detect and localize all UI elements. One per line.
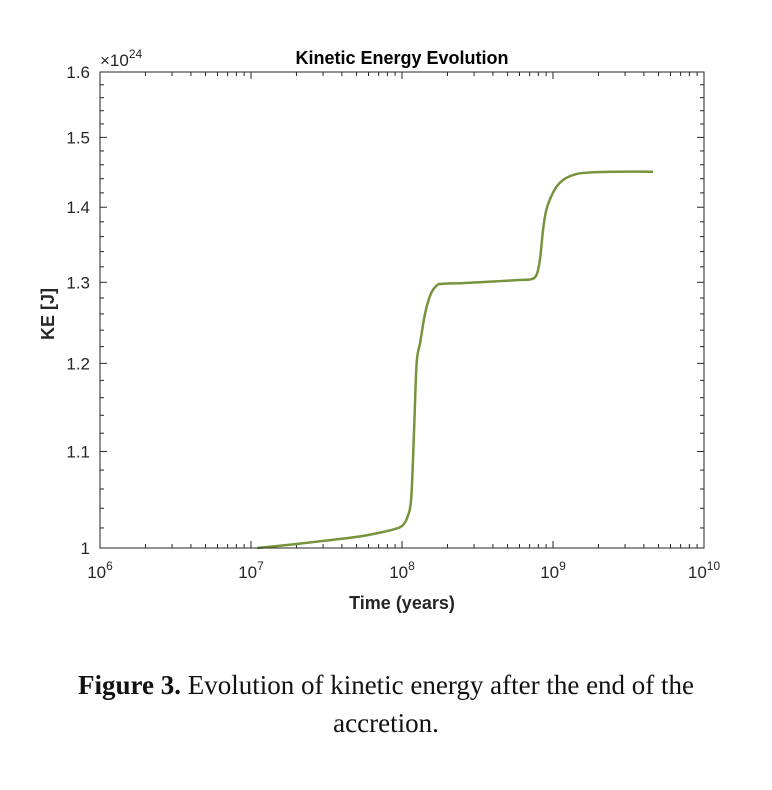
x-tick-label: 1010 xyxy=(688,559,721,582)
caption-label: Figure 3. xyxy=(77,670,181,700)
y-tick-label: 1.2 xyxy=(66,354,90,373)
x-tick-label: 109 xyxy=(540,559,566,582)
plot-area xyxy=(100,72,704,548)
y-tick-label: 1.3 xyxy=(66,273,90,292)
x-tick-label: 108 xyxy=(389,559,415,582)
caption-line-2: accretion. xyxy=(333,708,439,738)
x-tick-exp: 9 xyxy=(559,559,566,573)
x-tick-base: 10 xyxy=(540,563,559,582)
y-tick-label: 1.5 xyxy=(66,128,90,147)
figure-caption: Figure 3. Evolution of kinetic energy af… xyxy=(0,666,772,742)
x-tick-base: 10 xyxy=(238,563,257,582)
x-tick-label: 106 xyxy=(87,559,113,582)
y-tick-label: 1.6 xyxy=(66,63,90,82)
x-tick-exp: 7 xyxy=(257,559,264,573)
axis-ticks xyxy=(99,71,704,549)
x-tick-base: 10 xyxy=(688,563,707,582)
x-tick-exp: 10 xyxy=(707,559,721,573)
caption-text-1: Evolution of kinetic energy after the en… xyxy=(180,670,695,700)
x-tick-exp: 6 xyxy=(106,559,113,573)
y-tick-label: 1 xyxy=(81,539,90,558)
plot-frame xyxy=(99,71,705,549)
x-axis-label: Time (years) xyxy=(349,593,455,613)
series-line-ke xyxy=(257,170,654,550)
y-multiplier: ×1024 xyxy=(100,47,143,70)
x-tick-exp: 8 xyxy=(408,559,415,573)
caption-line-1: Figure 3. Evolution of kinetic energy af… xyxy=(0,666,772,704)
chart-title: Kinetic Energy Evolution xyxy=(295,48,508,68)
x-tick-label: 107 xyxy=(238,559,264,582)
series-group xyxy=(257,170,654,550)
y-axis-label: KE [J] xyxy=(38,288,58,340)
x-tick-base: 10 xyxy=(87,563,106,582)
y-multiplier-exp: 24 xyxy=(129,47,143,61)
x-tick-base: 10 xyxy=(389,563,408,582)
y-tick-label: 1.1 xyxy=(66,442,90,461)
y-multiplier-base: ×10 xyxy=(100,51,129,70)
y-tick-label: 1.4 xyxy=(66,198,90,217)
